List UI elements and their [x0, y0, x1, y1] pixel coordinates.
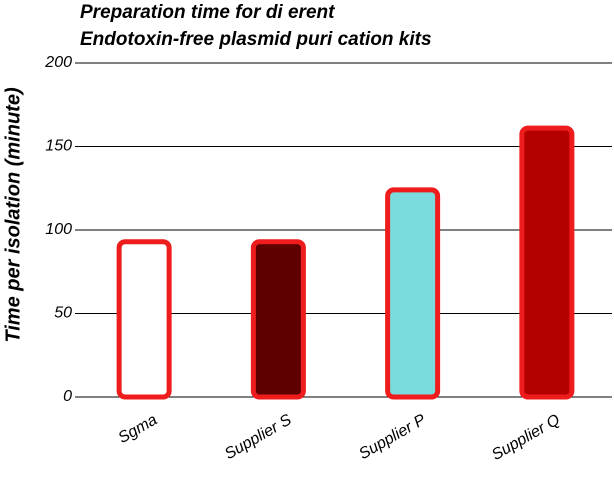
y-tick-label: 0	[63, 388, 72, 405]
y-tick-label: 50	[54, 305, 72, 322]
bar	[519, 125, 575, 400]
chart-title: Endotoxin-free plasmid puri cation kits	[80, 29, 432, 50]
chart-title: Preparation time for di erent	[80, 2, 335, 23]
x-tick-label: Supplier S	[222, 411, 295, 463]
y-tick-label: 100	[45, 221, 72, 238]
bar	[385, 187, 441, 400]
x-tick-label: Supplier P	[356, 411, 429, 463]
bar	[250, 239, 306, 400]
y-tick-label: 150	[45, 138, 72, 155]
y-tick-label: 200	[44, 54, 72, 71]
x-tick-label: Supplier Q	[489, 411, 563, 464]
x-tick-label: Sgma	[116, 411, 161, 447]
bar	[116, 239, 172, 400]
y-axis-label: Time per isolation (minute)	[2, 87, 24, 343]
